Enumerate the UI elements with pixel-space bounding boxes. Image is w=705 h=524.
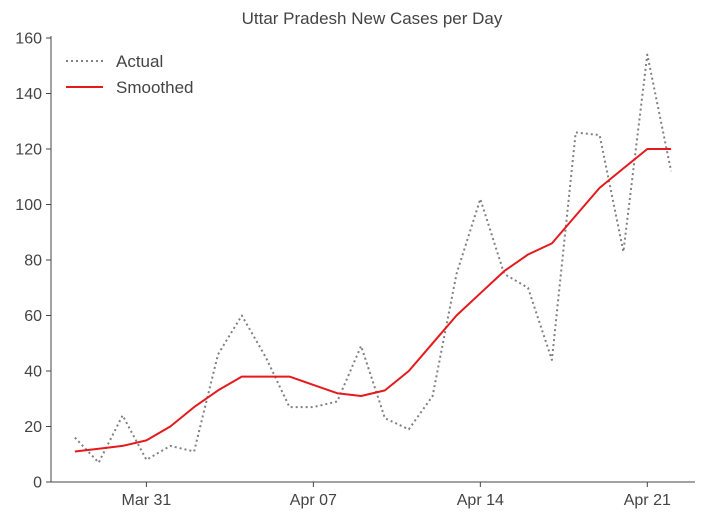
legend-label-smoothed: Smoothed <box>116 78 194 97</box>
plot-area <box>75 55 671 463</box>
y-tick-label: 0 <box>33 475 42 492</box>
series-line-smoothed <box>75 149 671 452</box>
legend-label-actual: Actual <box>116 52 163 71</box>
y-tick-label: 20 <box>24 419 42 436</box>
y-tick-label: 100 <box>15 197 42 214</box>
y-tick-label: 140 <box>15 86 42 103</box>
axes: 0 20 40 60 80 100 120 140 160 Mar 31 Apr 07 Apr 14 A… <box>15 31 695 510</box>
series-line-actual <box>75 55 671 463</box>
x-tick-label: Apr 07 <box>290 492 337 509</box>
y-tick-label: 60 <box>24 308 42 325</box>
x-tick-label: Mar 31 <box>122 492 172 509</box>
y-tick-label: 160 <box>15 31 42 48</box>
y-tick-label: 40 <box>24 364 42 381</box>
y-tick-label: 80 <box>24 253 42 270</box>
y-tick-label: 120 <box>15 142 42 159</box>
x-tick-label: Apr 21 <box>624 492 671 509</box>
legend: Actual Smoothed <box>66 52 194 97</box>
chart-title: Uttar Pradesh New Cases per Day <box>242 9 503 28</box>
x-tick-label: Apr 14 <box>457 492 504 509</box>
